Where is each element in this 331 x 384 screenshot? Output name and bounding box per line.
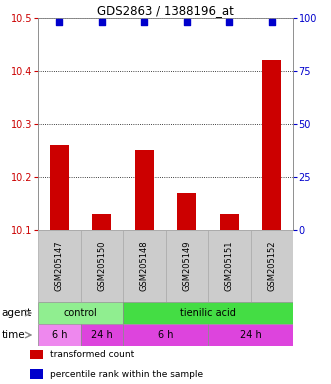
Text: percentile rank within the sample: percentile rank within the sample bbox=[50, 370, 203, 379]
Text: GSM205148: GSM205148 bbox=[140, 241, 149, 291]
Bar bbox=[135, 151, 154, 230]
Bar bbox=[123, 230, 166, 302]
Bar bbox=[38, 302, 123, 324]
Bar bbox=[123, 324, 208, 346]
Text: 24 h: 24 h bbox=[91, 330, 113, 340]
Text: GSM205147: GSM205147 bbox=[55, 241, 64, 291]
Text: 6 h: 6 h bbox=[52, 330, 67, 340]
Bar bbox=[123, 302, 293, 324]
Bar bbox=[262, 60, 281, 230]
Text: GSM205149: GSM205149 bbox=[182, 241, 191, 291]
Bar bbox=[208, 324, 293, 346]
Text: 24 h: 24 h bbox=[240, 330, 261, 340]
Point bbox=[57, 19, 62, 25]
Title: GDS2863 / 1388196_at: GDS2863 / 1388196_at bbox=[97, 4, 234, 17]
Text: control: control bbox=[64, 308, 97, 318]
Point bbox=[99, 19, 104, 25]
Bar bbox=[92, 214, 111, 230]
Text: transformed count: transformed count bbox=[50, 350, 134, 359]
Bar bbox=[220, 214, 239, 230]
Bar bbox=[38, 324, 80, 346]
Bar bbox=[80, 324, 123, 346]
Text: GSM205150: GSM205150 bbox=[97, 241, 106, 291]
Point bbox=[142, 19, 147, 25]
Point bbox=[227, 19, 232, 25]
Text: GSM205151: GSM205151 bbox=[225, 241, 234, 291]
Text: 6 h: 6 h bbox=[158, 330, 173, 340]
Bar bbox=[80, 230, 123, 302]
Text: time: time bbox=[2, 330, 25, 340]
Text: tienilic acid: tienilic acid bbox=[180, 308, 236, 318]
Bar bbox=[38, 230, 80, 302]
Bar bbox=[208, 230, 251, 302]
Bar bbox=[30, 369, 43, 379]
Point bbox=[269, 19, 274, 25]
Bar bbox=[251, 230, 293, 302]
Text: agent: agent bbox=[2, 308, 32, 318]
Point bbox=[184, 19, 189, 25]
Bar bbox=[50, 145, 69, 230]
Bar bbox=[30, 349, 43, 359]
Text: GSM205152: GSM205152 bbox=[267, 241, 276, 291]
Bar bbox=[177, 193, 196, 230]
Bar bbox=[166, 230, 208, 302]
